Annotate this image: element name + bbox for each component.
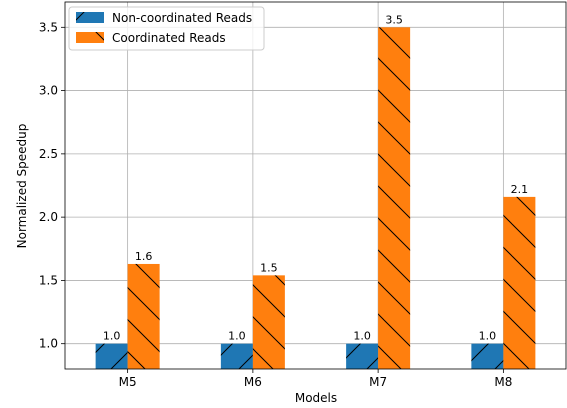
bar-value-label: 1.5 (260, 261, 278, 274)
y-axis-label: Normalized Speedup (15, 124, 29, 249)
y-tick-label: 1.5 (39, 273, 58, 287)
plot-frame (64, 1, 567, 370)
bar-value-label: 3.5 (385, 13, 403, 26)
legend-frame (68, 6, 265, 51)
bars (95, 27, 536, 370)
bar-value-label: 1.0 (228, 330, 246, 343)
bar-non-coordinated-m7 (346, 343, 379, 369)
x-tick-label: M6 (244, 375, 262, 389)
legend-swatch-non-coordinated (76, 12, 104, 23)
y-tick-label: 2.5 (39, 147, 58, 161)
legend-label-coordinated: Coordinated Reads (112, 31, 226, 45)
bar-value-label: 2.1 (511, 183, 529, 196)
bar-coordinated-m6 (252, 275, 285, 369)
data-labels: 1.0 1.0 1.0 1.0 1.6 1.5 3.5 2.1 (103, 13, 528, 342)
bar-non-coordinated-m6 (220, 343, 253, 369)
bar-coordinated-m5 (127, 263, 160, 369)
x-axis-label: Models (295, 391, 337, 405)
axes: 1.0 1.5 2.0 2.5 3.0 3.5 M5 M6 M7 M8 (39, 1, 567, 389)
bar-non-coordinated-m5 (95, 343, 128, 369)
bar-value-label: 1.0 (353, 330, 371, 343)
bar-non-coordinated-m8 (471, 343, 504, 369)
bar-coordinated-m7 (378, 27, 411, 370)
bar-value-label: 1.6 (135, 250, 153, 263)
bar-coordinated-m8 (503, 196, 536, 369)
bar-value-label: 1.0 (479, 330, 497, 343)
y-tick-label: 1.0 (39, 337, 58, 351)
y-tick-label: 3.5 (39, 20, 58, 34)
x-tick-label: M5 (119, 375, 137, 389)
x-tick-label: M8 (494, 375, 512, 389)
legend: Non-coordinated Reads Coordinated Reads (68, 6, 265, 51)
y-tick-label: 3.0 (39, 84, 58, 98)
y-tick-label: 2.0 (39, 210, 58, 224)
bar-value-label: 1.0 (103, 330, 121, 343)
legend-label-non-coordinated: Non-coordinated Reads (112, 11, 252, 25)
legend-swatch-coordinated (76, 32, 104, 43)
x-tick-label: M7 (369, 375, 387, 389)
